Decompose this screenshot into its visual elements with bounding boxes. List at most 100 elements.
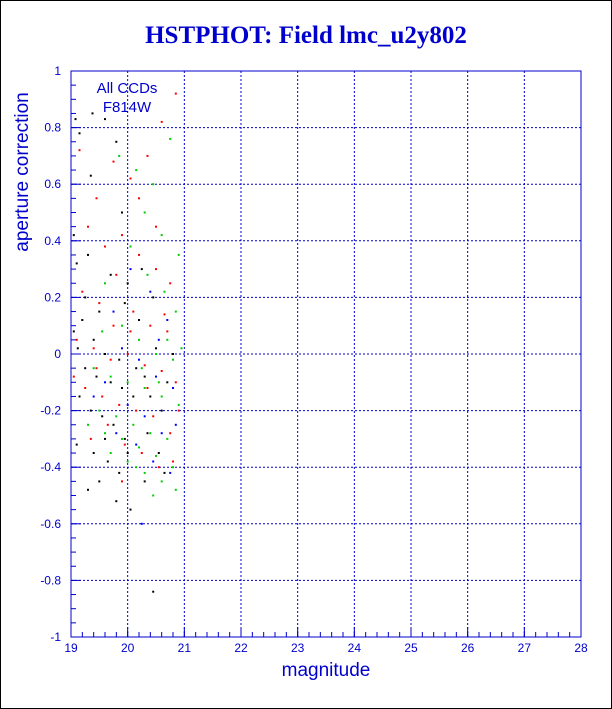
data-point xyxy=(112,423,115,426)
data-point xyxy=(112,160,115,163)
data-point xyxy=(140,452,143,454)
data-point xyxy=(109,375,112,378)
data-point xyxy=(87,488,89,491)
x-tick-label: 19 xyxy=(64,641,78,655)
data-point xyxy=(75,338,78,341)
data-point xyxy=(126,452,129,454)
y-tick-label: -1 xyxy=(50,630,61,644)
data-point xyxy=(101,415,104,418)
data-point xyxy=(75,262,78,265)
legend-line-2: F814W xyxy=(103,99,152,116)
data-point xyxy=(166,330,169,333)
data-point xyxy=(149,324,152,327)
data-point xyxy=(146,273,149,276)
data-point xyxy=(84,387,87,389)
x-tick-label: 22 xyxy=(234,641,248,655)
data-point xyxy=(138,253,140,256)
data-point xyxy=(74,118,77,121)
x-axis-title: magnitude xyxy=(282,660,371,681)
data-point xyxy=(138,197,140,200)
data-point xyxy=(180,347,183,350)
data-point xyxy=(160,120,163,123)
x-tick-label: 27 xyxy=(518,641,532,655)
data-point xyxy=(118,403,121,406)
data-point xyxy=(152,183,155,186)
data-point xyxy=(104,432,106,435)
tick-labels: 19 20 21 22 23 24 25 26 27 28 1 0.8 0.6 0.4 0.2 0 -0.2 -0… xyxy=(40,64,588,655)
data-point xyxy=(118,471,121,474)
data-point xyxy=(160,370,163,372)
data-point xyxy=(157,452,160,454)
data-point xyxy=(155,268,157,271)
axes xyxy=(70,70,582,638)
data-point xyxy=(123,437,126,440)
data-point xyxy=(106,460,109,463)
data-point xyxy=(95,197,98,200)
data-point xyxy=(104,381,106,384)
data-point xyxy=(101,395,104,398)
data-point xyxy=(140,367,143,370)
data-point xyxy=(149,290,152,293)
data-point xyxy=(115,415,118,418)
data-point xyxy=(126,353,129,355)
data-point xyxy=(157,338,160,341)
data-point xyxy=(163,471,166,474)
data-point xyxy=(87,253,89,256)
data-point xyxy=(163,313,166,316)
data-point xyxy=(81,290,84,293)
data-point xyxy=(126,403,129,406)
x-tick-label: 24 xyxy=(348,641,362,655)
data-point xyxy=(98,310,101,313)
data-point xyxy=(72,234,75,237)
data-point xyxy=(174,381,177,384)
data-point xyxy=(72,330,75,333)
data-point xyxy=(109,452,112,454)
data-point xyxy=(89,409,92,412)
data-point xyxy=(152,590,155,593)
data-point xyxy=(126,282,129,285)
data-point xyxy=(169,282,172,285)
data-point xyxy=(104,245,106,248)
data-point xyxy=(135,367,138,370)
data-point xyxy=(129,177,132,180)
data-point xyxy=(149,395,152,398)
data-point xyxy=(135,466,138,469)
data-point xyxy=(121,387,123,389)
data-point xyxy=(177,253,180,256)
data-point xyxy=(72,375,75,378)
data-point xyxy=(174,488,177,491)
data-point xyxy=(121,347,123,350)
data-point xyxy=(98,302,101,305)
data-point xyxy=(104,282,106,285)
data-point xyxy=(174,310,177,313)
data-point xyxy=(155,454,157,457)
data-point xyxy=(126,460,129,463)
data-point xyxy=(146,387,149,389)
data-point xyxy=(152,494,155,497)
data-point xyxy=(121,480,123,483)
data-point xyxy=(157,381,160,384)
y-tick-label: -0.2 xyxy=(40,404,61,418)
y-tick-label: -0.6 xyxy=(40,517,61,531)
data-point xyxy=(92,347,95,350)
data-point xyxy=(104,353,106,355)
data-point xyxy=(123,443,126,446)
data-point xyxy=(138,338,140,341)
data-point xyxy=(174,92,177,95)
data-point xyxy=(109,381,112,384)
data-point xyxy=(101,330,104,333)
data-point xyxy=(84,296,87,299)
data-point xyxy=(129,508,132,511)
data-point xyxy=(172,358,174,361)
data-point xyxy=(121,211,123,214)
data-point xyxy=(87,225,89,228)
x-tick-label: 28 xyxy=(574,641,588,655)
data-point xyxy=(160,395,163,398)
data-point xyxy=(118,358,121,361)
x-tick-label: 20 xyxy=(121,641,135,655)
data-point xyxy=(169,432,172,435)
data-point xyxy=(160,480,163,483)
data-point xyxy=(115,432,118,435)
data-point xyxy=(81,319,84,321)
data-point xyxy=(138,358,140,361)
